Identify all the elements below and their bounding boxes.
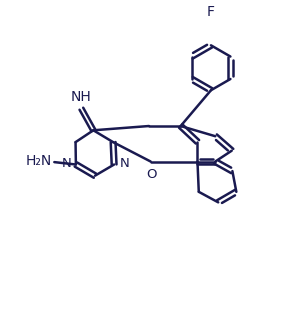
- Text: O: O: [146, 168, 157, 181]
- Text: N: N: [62, 156, 72, 169]
- Text: H₂N: H₂N: [26, 154, 52, 168]
- Text: F: F: [207, 5, 215, 19]
- Text: N: N: [120, 157, 130, 170]
- Text: NH: NH: [71, 90, 92, 104]
